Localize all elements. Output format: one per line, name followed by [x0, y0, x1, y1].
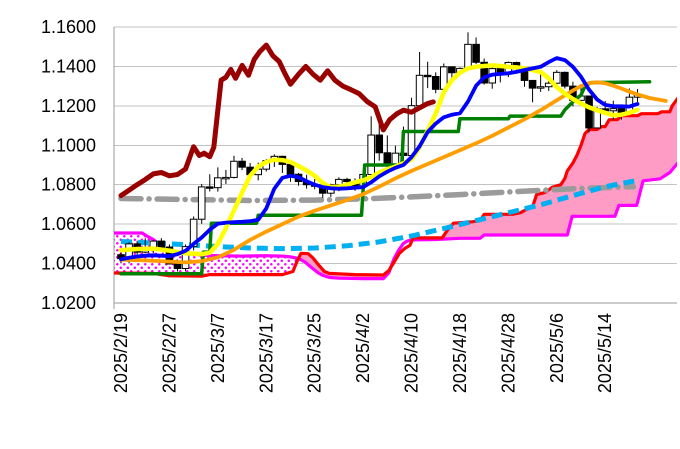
- candle-body: [197, 186, 206, 220]
- y-axis-labels: 1.1600 1.1400 1.1200 1.1000 1.0800 1.0600 1.04…: [41, 17, 96, 313]
- candle-body: [391, 152, 400, 165]
- candle-body: [415, 74, 424, 107]
- candle-body: [238, 160, 246, 168]
- candle-body: [528, 79, 537, 89]
- x-tick-label: 2025/3/7: [208, 313, 228, 383]
- x-tick-label: 2025/2/19: [111, 313, 131, 393]
- x-tick-label: 2025/4/18: [450, 313, 470, 393]
- candle-body: [609, 108, 618, 112]
- cloud-fill-solid: [298, 253, 391, 279]
- series-orange-line: [119, 80, 668, 265]
- candle-body: [157, 240, 166, 248]
- x-tick-label: 2025/4/28: [498, 313, 518, 393]
- x-tick-label: 2025/3/25: [305, 313, 325, 393]
- candle-body: [375, 134, 384, 154]
- candle-body: [343, 178, 351, 183]
- y-tick-label: 1.1600: [41, 17, 96, 37]
- candle-body: [464, 43, 472, 69]
- candle-body: [173, 263, 182, 270]
- candle-body: [286, 163, 295, 175]
- candle-body: [536, 86, 545, 89]
- series-cyan-dashed-line: [120, 177, 638, 252]
- candle-body: [383, 152, 392, 165]
- candle-body: [561, 71, 569, 87]
- x-tick-label: 2025/3/17: [256, 313, 276, 393]
- candle-body: [472, 43, 480, 63]
- candle-body: [222, 176, 230, 180]
- y-tick-label: 1.0800: [41, 175, 96, 195]
- series-gray-dashdot-line: [118, 183, 637, 204]
- candle-body: [189, 218, 198, 248]
- series-cloud-edge-red: [114, 96, 677, 278]
- y-tick-label: 1.0600: [41, 214, 96, 234]
- cloud-fill-solid: [412, 99, 677, 240]
- candle-body: [448, 66, 456, 74]
- candle-body: [585, 95, 593, 129]
- x-tick-label: 2025/5/14: [595, 313, 615, 393]
- candle-body: [480, 61, 488, 84]
- grid-layer: [113, 26, 677, 309]
- y-tick-label: 1.1400: [41, 56, 96, 76]
- x-tick-label: 2025/4/2: [353, 313, 373, 383]
- plot-area: [114, 32, 677, 281]
- indicator-lines-front: [118, 42, 668, 276]
- ichimoku-cloud: [114, 96, 677, 281]
- x-axis-labels: 2025/2/19 2025/2/27 2025/3/7 2025/3/17 2025/…: [111, 313, 615, 393]
- series-dark-red-line: [118, 42, 436, 199]
- y-tick-label: 1.0200: [41, 293, 96, 313]
- series-green-step-line: [119, 80, 652, 276]
- candle-body: [214, 177, 222, 189]
- candle-body: [552, 71, 561, 84]
- x-tick-label: 2025/2/27: [159, 313, 179, 393]
- candle-body: [230, 160, 238, 178]
- candle-body: [431, 75, 440, 90]
- series-blue-line: [119, 56, 640, 262]
- x-tick-label: 2025/5/6: [547, 313, 567, 383]
- candle-body: [367, 134, 375, 175]
- y-tick-label: 1.0400: [41, 254, 96, 274]
- x-tick-label: 2025/4/10: [402, 313, 422, 393]
- cloud-fill-dotted: [114, 233, 298, 277]
- candle-body: [423, 74, 432, 78]
- y-tick-label: 1.1000: [41, 135, 96, 155]
- y-tick-label: 1.1200: [41, 96, 96, 116]
- candle-body: [205, 186, 214, 189]
- candle-body: [181, 246, 190, 269]
- indicator-lines-back: [118, 177, 638, 252]
